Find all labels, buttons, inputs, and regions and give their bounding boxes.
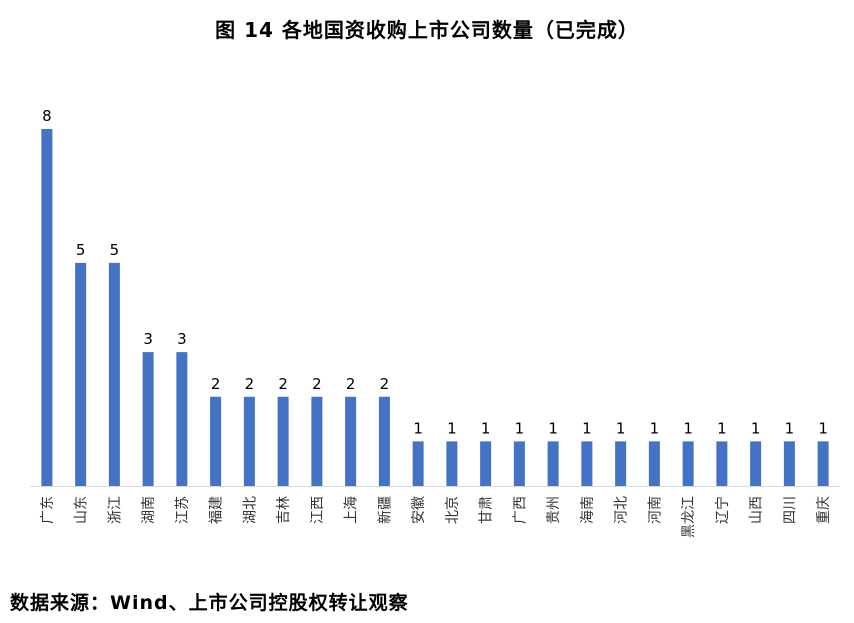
x-tick-label-7: 吉林 xyxy=(276,496,292,524)
x-tick-label-23: 重庆 xyxy=(816,496,832,524)
value-label-8: 2 xyxy=(312,375,322,393)
value-label-11: 1 xyxy=(413,419,423,437)
bar-5 xyxy=(210,396,222,486)
value-label-6: 2 xyxy=(245,375,255,393)
value-label-18: 1 xyxy=(650,419,660,437)
value-label-13: 1 xyxy=(481,419,491,437)
x-tick-label-9: 上海 xyxy=(344,496,360,524)
value-label-14: 1 xyxy=(515,419,525,437)
bar-0 xyxy=(41,129,53,486)
bar-9 xyxy=(345,396,357,486)
bar-17 xyxy=(615,441,627,486)
value-label-16: 1 xyxy=(582,419,592,437)
bar-12 xyxy=(446,441,458,486)
bar-22 xyxy=(783,441,795,486)
bar-11 xyxy=(412,441,424,486)
bar-1 xyxy=(75,262,87,486)
x-tick-label-3: 湖南 xyxy=(141,496,157,524)
value-label-22: 1 xyxy=(785,419,795,437)
value-label-21: 1 xyxy=(751,419,761,437)
bar-6 xyxy=(243,396,255,486)
bar-14 xyxy=(513,441,525,486)
bar-13 xyxy=(480,441,492,486)
value-label-4: 3 xyxy=(177,330,187,348)
value-label-10: 2 xyxy=(380,375,390,393)
x-tick-label-17: 河北 xyxy=(614,496,630,524)
value-label-0: 8 xyxy=(42,107,52,125)
x-tick-label-2: 浙江 xyxy=(107,496,123,524)
x-tick-label-21: 山西 xyxy=(749,496,765,524)
bar-10 xyxy=(378,396,390,486)
value-label-9: 2 xyxy=(346,375,356,393)
value-label-17: 1 xyxy=(616,419,626,437)
value-labels-group: 8 5 5 3 3 2 2 2 2 2 2 1 1 1 1 1 1 1 1 1 1 1 1 1 xyxy=(42,107,828,437)
x-tick-label-13: 甘肃 xyxy=(479,496,495,524)
value-label-1: 5 xyxy=(76,241,86,259)
x-tick-label-22: 四川 xyxy=(782,496,798,524)
bar-20 xyxy=(716,441,728,486)
value-label-3: 3 xyxy=(143,330,153,348)
bar-16 xyxy=(581,441,593,486)
bar-18 xyxy=(648,441,660,486)
value-label-19: 1 xyxy=(683,419,693,437)
chart-title: 图 14 各地国资收购上市公司数量（已完成） xyxy=(215,18,639,42)
x-tick-label-6: 湖北 xyxy=(242,496,258,524)
x-tick-label-18: 河南 xyxy=(647,496,663,524)
bar-3 xyxy=(142,352,154,486)
x-tick-label-10: 新疆 xyxy=(377,496,393,524)
x-tick-label-5: 福建 xyxy=(209,496,225,524)
bar-21 xyxy=(750,441,762,486)
x-tick-label-4: 江苏 xyxy=(175,496,191,524)
value-label-12: 1 xyxy=(447,419,457,437)
bar-15 xyxy=(547,441,559,486)
x-tick-label-8: 江西 xyxy=(310,496,326,524)
x-tick-label-14: 广西 xyxy=(512,496,528,524)
x-tick-label-11: 安徽 xyxy=(411,496,427,524)
bar-7 xyxy=(277,396,289,486)
x-tick-label-19: 黑龙江 xyxy=(681,496,697,538)
bar-4 xyxy=(176,352,188,486)
value-label-7: 2 xyxy=(278,375,288,393)
bar-19 xyxy=(682,441,694,486)
x-tick-label-0: 广东 xyxy=(40,496,56,524)
x-tick-label-16: 海南 xyxy=(580,496,596,524)
value-label-5: 2 xyxy=(211,375,221,393)
bars-group xyxy=(41,129,829,486)
source-note: 数据来源：Wind、上市公司控股权转让观察 xyxy=(10,592,409,614)
bar-23 xyxy=(817,441,829,486)
bar-2 xyxy=(108,262,120,486)
value-label-15: 1 xyxy=(548,419,558,437)
x-tick-label-20: 辽宁 xyxy=(714,496,731,524)
value-label-20: 1 xyxy=(717,419,727,437)
x-tick-label-15: 贵州 xyxy=(546,496,562,524)
value-label-23: 1 xyxy=(818,419,828,437)
x-tick-label-1: 山东 xyxy=(74,496,90,524)
x-tick-labels-group: 广东 山东 浙江 湖南 江苏 福建 湖北 吉林 江西 上海 新疆 安徽 北京 甘肃 广西 贵州 海南 河北 河南 黑龙… xyxy=(40,496,832,538)
bar-8 xyxy=(311,396,323,486)
x-tick-label-12: 北京 xyxy=(445,496,461,524)
value-label-2: 5 xyxy=(110,241,120,259)
